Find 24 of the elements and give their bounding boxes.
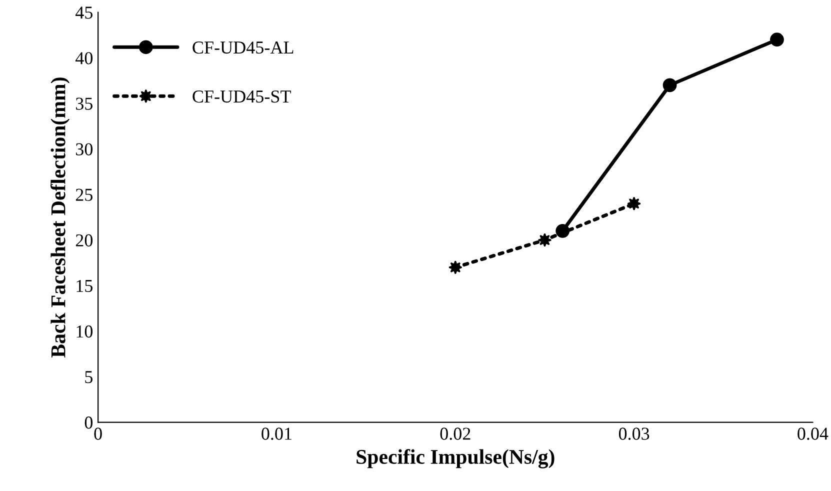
x-tick-label: 0.01 bbox=[262, 428, 292, 440]
point bbox=[770, 32, 784, 47]
y-tick-label: 15 bbox=[76, 280, 92, 292]
x-tick-label: 0.04 bbox=[798, 428, 828, 440]
y-tick-label: 20 bbox=[76, 234, 93, 246]
x-tick-label: 0 bbox=[94, 428, 102, 440]
point bbox=[627, 196, 641, 211]
x-tick-label: 0.03 bbox=[618, 428, 650, 440]
y-tick-label: 30 bbox=[76, 143, 93, 156]
legend-label: CF-UD45-AL bbox=[192, 42, 294, 54]
point bbox=[538, 233, 552, 247]
y-tick-label: 40 bbox=[75, 52, 93, 64]
y-tick-label: 5 bbox=[85, 371, 92, 384]
y-tick-label: 0 bbox=[84, 416, 93, 429]
point bbox=[662, 78, 677, 92]
y-tick-label: 35 bbox=[76, 98, 92, 110]
legend-label: CF-UD45-ST bbox=[192, 90, 291, 103]
y-axis-title: Back Facesheet Deflection(mm) bbox=[50, 78, 70, 358]
x-tick-label: 0.02 bbox=[440, 428, 470, 440]
y-tick-label: 10 bbox=[76, 325, 93, 338]
x-axis-title: Specific Impulse(Ns/g) bbox=[356, 449, 554, 468]
y-tick-label: 25 bbox=[76, 188, 92, 201]
point bbox=[448, 260, 462, 274]
y-tick-label: 45 bbox=[75, 6, 92, 19]
